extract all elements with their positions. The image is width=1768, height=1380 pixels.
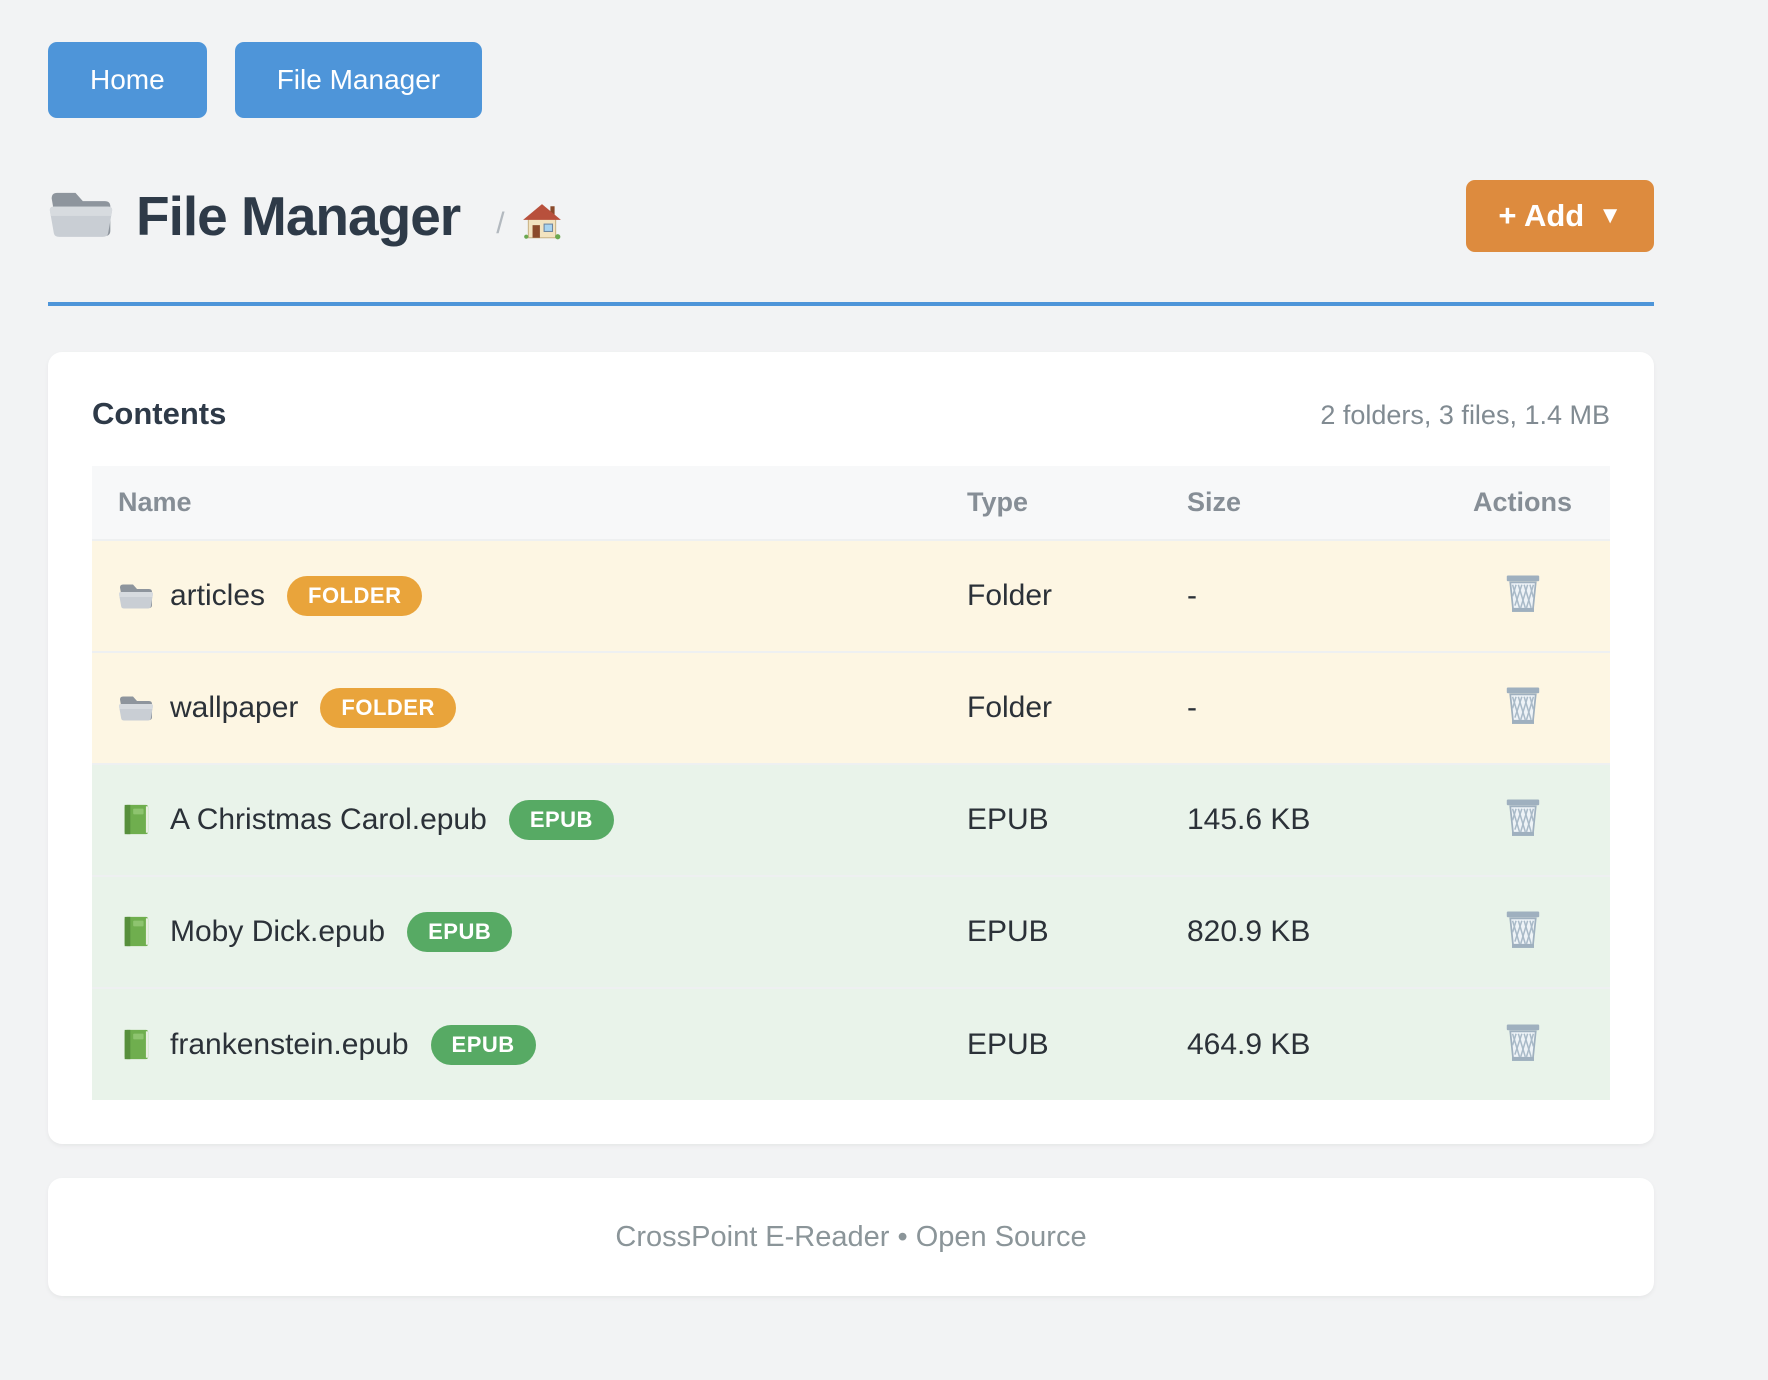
page-header: File Manager / + Add ▼ bbox=[48, 180, 1654, 252]
contents-table-body: articles FOLDER Folder - wallpaper bbox=[92, 539, 1610, 1100]
file-name[interactable]: A Christmas Carol.epub bbox=[170, 803, 487, 836]
breadcrumb: / bbox=[496, 202, 562, 247]
folder-icon bbox=[48, 186, 114, 247]
page-container: Home File Manager File Manager / + Add ▼… bbox=[48, 0, 1654, 1296]
size-cell: 464.9 KB bbox=[1161, 987, 1435, 1100]
trash-icon bbox=[1503, 687, 1543, 731]
file-name[interactable]: articles bbox=[170, 579, 266, 612]
delete-button[interactable] bbox=[1499, 904, 1547, 959]
type-cell: EPUB bbox=[941, 875, 1161, 988]
type-badge: FOLDER bbox=[287, 576, 423, 616]
table-row: Moby Dick.epub EPUB EPUB 820.9 KB bbox=[92, 875, 1610, 988]
actions-cell bbox=[1435, 875, 1610, 988]
book-icon bbox=[118, 803, 154, 837]
home-icon[interactable] bbox=[521, 202, 563, 247]
delete-button[interactable] bbox=[1499, 680, 1547, 735]
column-header-type: Type bbox=[941, 466, 1161, 540]
table-row: articles FOLDER Folder - bbox=[92, 539, 1610, 652]
delete-button[interactable] bbox=[1499, 1017, 1547, 1072]
type-cell: Folder bbox=[941, 651, 1161, 764]
top-nav: Home File Manager bbox=[48, 42, 1654, 118]
name-cell: articles FOLDER bbox=[92, 539, 941, 652]
file-manager-button[interactable]: File Manager bbox=[234, 42, 483, 118]
trash-icon bbox=[1503, 799, 1543, 843]
column-header-name: Name bbox=[92, 466, 941, 540]
table-head: Name Type Size Actions bbox=[92, 466, 1610, 540]
type-badge: EPUB bbox=[430, 1024, 536, 1065]
size-cell: - bbox=[1161, 651, 1435, 764]
trash-icon bbox=[1503, 1023, 1543, 1068]
footer-text: CrossPoint E-Reader • Open Source bbox=[615, 1220, 1087, 1253]
contents-table: Name Type Size Actions articles FOLDER F… bbox=[92, 466, 1610, 1100]
actions-cell bbox=[1435, 651, 1610, 764]
file-name[interactable]: frankenstein.epub bbox=[170, 1027, 409, 1061]
add-button-label: + Add bbox=[1498, 198, 1585, 233]
book-icon bbox=[118, 1028, 154, 1062]
table-row: A Christmas Carol.epub EPUB EPUB 145.6 K… bbox=[92, 763, 1610, 876]
contents-summary: 2 folders, 3 files, 1.4 MB bbox=[1320, 400, 1610, 430]
add-button[interactable]: + Add ▼ bbox=[1466, 180, 1654, 252]
size-cell: - bbox=[1161, 539, 1435, 652]
name-cell: A Christmas Carol.epub EPUB bbox=[92, 763, 941, 876]
delete-button[interactable] bbox=[1499, 792, 1547, 847]
file-name[interactable]: Moby Dick.epub bbox=[170, 915, 386, 948]
type-cell: Folder bbox=[941, 539, 1161, 652]
type-cell: EPUB bbox=[941, 763, 1161, 876]
footer-card: CrossPoint E-Reader • Open Source bbox=[48, 1178, 1654, 1296]
page-title: File Manager bbox=[136, 185, 461, 247]
name-cell: Moby Dick.epub EPUB bbox=[92, 875, 941, 988]
file-name[interactable]: wallpaper bbox=[170, 691, 299, 724]
book-icon bbox=[118, 915, 154, 949]
type-badge: FOLDER bbox=[320, 688, 456, 728]
folder-icon bbox=[118, 579, 154, 613]
delete-button[interactable] bbox=[1499, 568, 1547, 623]
actions-cell bbox=[1435, 539, 1610, 652]
type-badge: EPUB bbox=[508, 800, 614, 840]
size-cell: 820.9 KB bbox=[1161, 875, 1435, 988]
contents-title: Contents bbox=[92, 396, 227, 431]
folder-icon bbox=[118, 691, 154, 725]
table-row: wallpaper FOLDER Folder - bbox=[92, 651, 1610, 764]
size-cell: 145.6 KB bbox=[1161, 763, 1435, 876]
name-cell: wallpaper FOLDER bbox=[92, 651, 941, 764]
column-header-size: Size bbox=[1161, 466, 1435, 540]
table-row: frankenstein.epub EPUB EPUB 464.9 KB bbox=[92, 987, 1610, 1100]
home-button[interactable]: Home bbox=[48, 42, 207, 118]
chevron-down-icon: ▼ bbox=[1598, 202, 1622, 229]
card-header: Contents 2 folders, 3 files, 1.4 MB bbox=[92, 396, 1610, 432]
type-cell: EPUB bbox=[941, 987, 1161, 1100]
breadcrumb-separator: / bbox=[496, 207, 505, 240]
type-badge: EPUB bbox=[407, 912, 513, 952]
name-cell: frankenstein.epub EPUB bbox=[92, 987, 941, 1100]
actions-cell bbox=[1435, 763, 1610, 876]
trash-icon bbox=[1503, 575, 1543, 619]
trash-icon bbox=[1503, 911, 1543, 955]
divider bbox=[48, 302, 1654, 306]
contents-card: Contents 2 folders, 3 files, 1.4 MB Name… bbox=[48, 352, 1654, 1144]
actions-cell bbox=[1435, 987, 1610, 1100]
column-header-actions: Actions bbox=[1435, 466, 1610, 540]
